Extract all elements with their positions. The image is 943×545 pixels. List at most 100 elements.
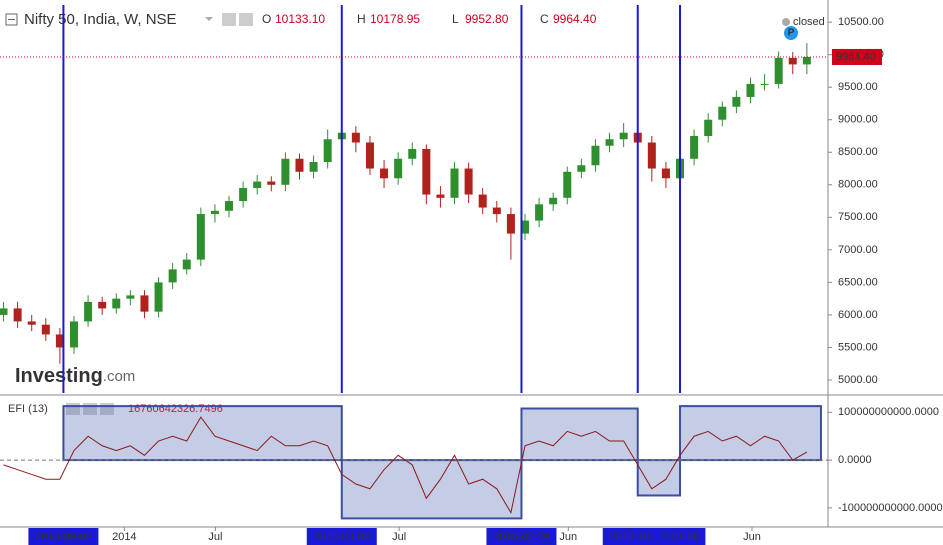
candle-body	[450, 168, 459, 198]
signal-box	[62, 405, 343, 462]
candle-body	[690, 135, 699, 159]
efi-line	[3, 416, 808, 515]
candle-body	[225, 201, 234, 211]
candle-body	[563, 171, 572, 198]
y-tick-label: 100000000000.0000	[838, 406, 939, 418]
marker-label: 2015-03-09	[314, 531, 370, 543]
candle-body	[408, 149, 417, 159]
badge-label: P	[788, 28, 795, 39]
candle-body	[168, 269, 177, 283]
badge[interactable]	[784, 26, 798, 40]
candle-body	[647, 142, 656, 169]
marker-label-box	[306, 528, 377, 545]
candle-body	[309, 162, 318, 172]
marker-label-box	[486, 528, 557, 545]
candle-body	[732, 96, 741, 107]
candle-body	[154, 282, 163, 312]
y-tick-label: 5500.00	[838, 341, 878, 353]
ohlc-key: O	[262, 12, 271, 26]
candle-body	[253, 181, 262, 189]
candle-body	[605, 139, 614, 146]
marker-label-box	[654, 528, 706, 545]
candle-body	[380, 168, 389, 179]
candle-body	[239, 188, 248, 202]
x-tick-label: Jun	[743, 531, 761, 543]
signal-box	[679, 405, 822, 462]
ohlc-key: L	[452, 12, 459, 26]
x-tick-label: Jul	[392, 531, 406, 543]
candle-body	[98, 301, 107, 309]
signal-box	[340, 459, 523, 520]
candle-body	[661, 168, 670, 179]
candle-body	[436, 194, 445, 198]
candle-body	[84, 301, 93, 322]
dropdown-icon[interactable]	[205, 17, 213, 21]
y-tick-label: 8500.00	[838, 146, 878, 158]
last-price-label: 9964.40	[836, 51, 876, 63]
watermark-suffix: .com	[103, 368, 136, 385]
ohlc-value: 9952.80	[465, 12, 509, 26]
candle-body	[506, 214, 515, 234]
candle-body	[182, 259, 191, 270]
candle-body	[549, 197, 558, 205]
y-tick-label: 0.0000	[838, 454, 872, 466]
candle-body	[69, 321, 78, 348]
candle-body	[196, 214, 205, 260]
candle-body	[718, 106, 727, 120]
candle-body	[112, 298, 121, 309]
candle-body	[210, 210, 219, 215]
candle-body	[295, 158, 304, 172]
indicator-title: EFI (13)	[8, 403, 48, 415]
watermark: Investing.com	[15, 365, 135, 387]
candle-body	[323, 139, 332, 163]
candle-body	[13, 308, 22, 322]
marker-label-box	[28, 528, 99, 545]
candle-body	[478, 194, 487, 208]
y-tick-label: 5000.00	[838, 374, 878, 386]
y-tick-label: 6000.00	[838, 309, 878, 321]
candle-body	[394, 158, 403, 179]
candle-body	[126, 295, 135, 299]
candle-body	[788, 57, 797, 65]
x-tick-label: Jun	[559, 531, 577, 543]
candle-body	[267, 181, 276, 185]
candle-body	[774, 57, 783, 84]
candle-body	[746, 83, 755, 97]
candle-body	[422, 149, 431, 195]
close-icon[interactable]	[239, 13, 253, 26]
candle-body	[520, 220, 529, 234]
candle-body	[27, 321, 36, 325]
market-status: closed	[793, 16, 825, 28]
settings-icon[interactable]	[222, 13, 236, 26]
candle-body	[55, 334, 64, 348]
candle-body	[464, 168, 473, 195]
candle-body	[492, 207, 501, 215]
y-tick-label: 9000.00	[838, 114, 878, 126]
signal-box	[520, 407, 639, 462]
x-tick-label: 2014	[112, 531, 136, 543]
marker-label: 2013-09-02	[35, 531, 91, 543]
y-tick-label: 9500.00	[838, 81, 878, 93]
status-dot	[782, 18, 790, 26]
y-tick-label: 10500.00	[838, 16, 884, 28]
marker-label: 2016-10-17	[610, 531, 666, 543]
ohlc-key: C	[540, 12, 549, 26]
candle-body	[535, 204, 544, 221]
candle-body	[760, 83, 769, 85]
candle-body	[619, 132, 628, 140]
y-tick-label: 6500.00	[838, 276, 878, 288]
y-tick-label: -100000000000.0000	[838, 502, 943, 514]
candle-body	[351, 132, 360, 143]
candle-body	[365, 142, 374, 169]
candle-body	[704, 119, 713, 136]
watermark-brand: Investing	[15, 365, 103, 387]
candle-body	[281, 158, 290, 185]
candle-body	[591, 145, 600, 166]
ohlc-key: H	[357, 12, 366, 26]
marker-label: 7-01-09	[661, 531, 699, 543]
marker-label: 2016-02-29	[493, 531, 549, 543]
ohlc-value: 10133.10	[275, 12, 325, 26]
ohlc-value: 9964.40	[553, 12, 597, 26]
